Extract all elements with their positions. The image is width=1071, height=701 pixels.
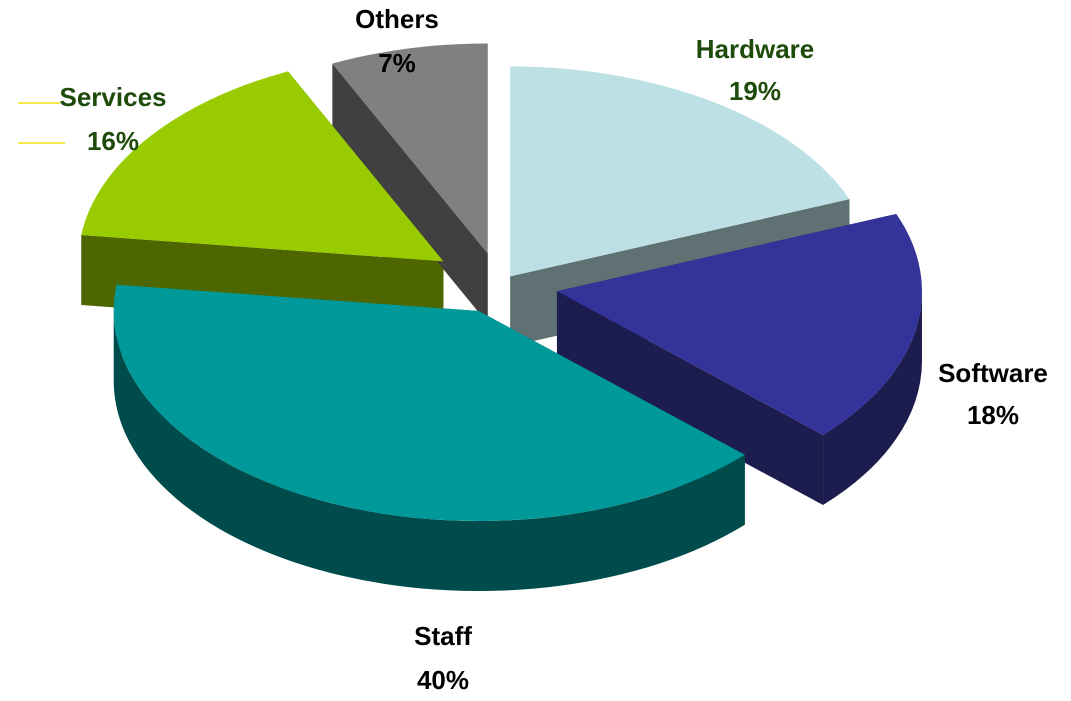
slice-label-name-services: Services — [60, 82, 167, 112]
slice-label-name-others: Others — [355, 4, 439, 34]
slice-label-name-hardware: Hardware — [696, 34, 815, 64]
slice-label-name-staff: Staff — [414, 621, 472, 651]
slice-label-value-others: 7% — [378, 48, 416, 78]
slice-label-value-staff: 40% — [417, 665, 469, 695]
slice-label-value-services: 16% — [87, 126, 139, 156]
slice-label-value-hardware: 19% — [729, 76, 781, 106]
slice-label-value-software: 18% — [967, 400, 1019, 430]
slice-label-name-software: Software — [938, 358, 1048, 388]
